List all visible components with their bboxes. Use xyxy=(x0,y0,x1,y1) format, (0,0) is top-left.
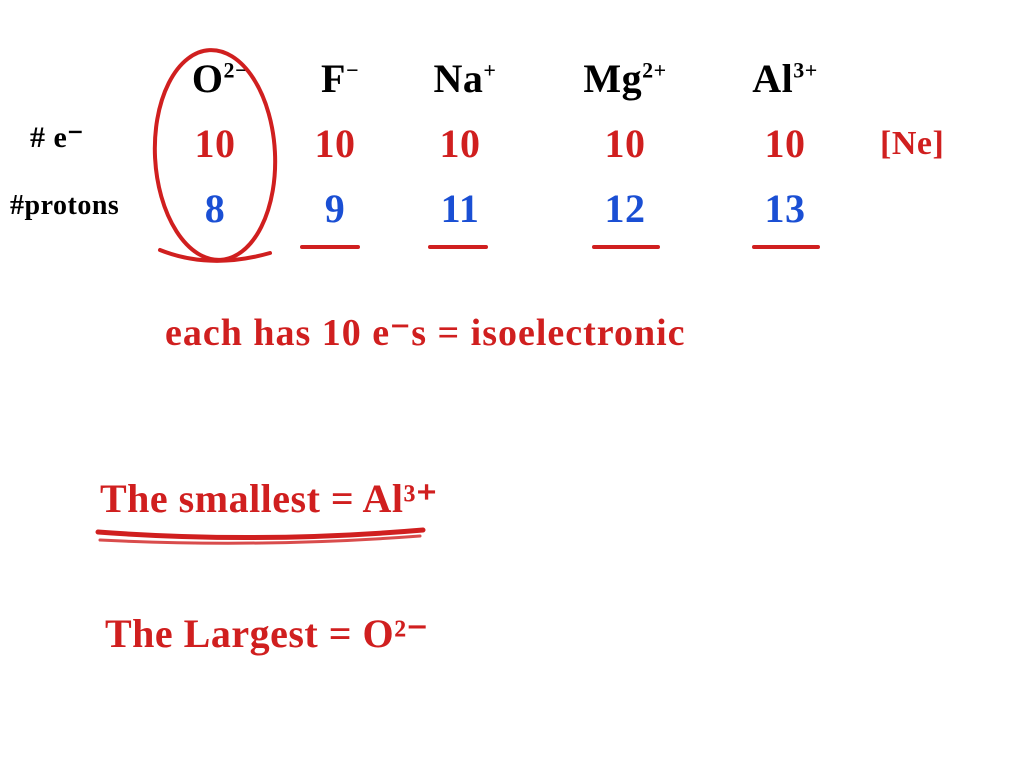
electrons-4: 10 xyxy=(750,120,820,167)
electrons-2: 10 xyxy=(425,120,495,167)
ion-header-3: Mg2+ xyxy=(575,55,675,102)
electrons-0: 10 xyxy=(180,120,250,167)
ion-charge: 2− xyxy=(224,58,249,83)
ion-base: Na xyxy=(434,56,484,101)
col-underline-1 xyxy=(300,245,360,249)
underline-smallest-2 xyxy=(100,536,420,543)
whiteboard-canvas: { "layout": { "width": 1024, "height": 7… xyxy=(0,0,1024,768)
protons-2: 11 xyxy=(430,185,490,232)
note-isoelectronic: each has 10 e⁻s = isoelectronic xyxy=(165,310,686,355)
electrons-3: 10 xyxy=(590,120,660,167)
protons-3: 12 xyxy=(595,185,655,232)
ion-base: Mg xyxy=(583,56,642,101)
ion-charge: + xyxy=(483,58,496,83)
row-label-electrons: # e⁻ xyxy=(30,120,84,155)
protons-4: 13 xyxy=(755,185,815,232)
ion-header-2: Na+ xyxy=(420,55,510,102)
ion-header-1: F− xyxy=(300,55,380,102)
ion-charge: − xyxy=(346,58,359,83)
protons-1: 9 xyxy=(305,185,365,232)
row-label-protons: #protons xyxy=(10,190,119,222)
answer-smallest: The smallest = Al³⁺ xyxy=(100,475,438,522)
ion-header-0: O2− xyxy=(180,55,260,102)
col-underline-2 xyxy=(428,245,488,249)
col-underline-4 xyxy=(752,245,820,249)
side-note-neon: [Ne] xyxy=(880,125,944,163)
answer-largest: The Largest = O²⁻ xyxy=(105,610,428,657)
protons-0: 8 xyxy=(185,185,245,232)
ion-base: O xyxy=(192,56,224,101)
ion-header-4: Al3+ xyxy=(740,55,830,102)
circle-o2minus-tail xyxy=(160,250,270,261)
underline-smallest xyxy=(98,530,423,538)
col-underline-3 xyxy=(592,245,660,249)
electrons-1: 10 xyxy=(300,120,370,167)
ion-charge: 3+ xyxy=(793,58,818,83)
ion-base: F xyxy=(321,56,346,101)
ion-charge: 2+ xyxy=(642,58,667,83)
ion-base: Al xyxy=(752,56,793,101)
